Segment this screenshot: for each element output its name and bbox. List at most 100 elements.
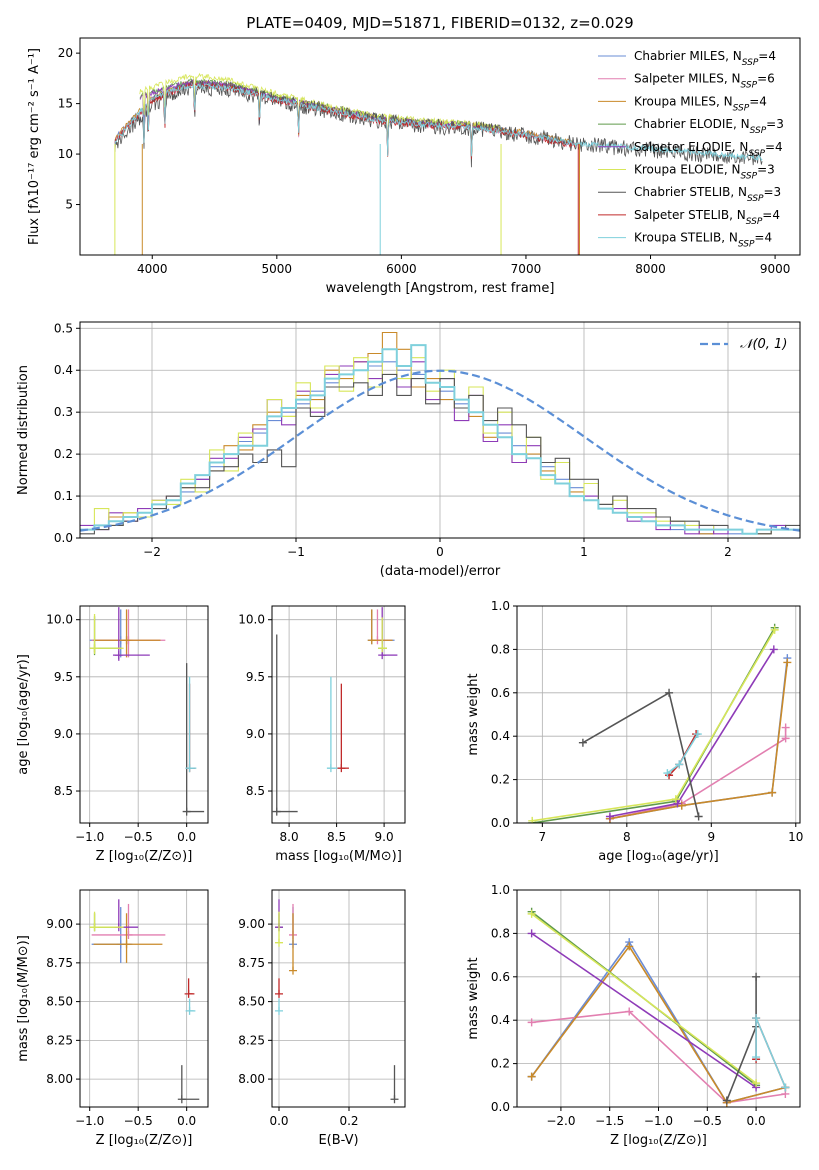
- y-tick-label: 8.25: [238, 1033, 265, 1047]
- y-tick-label: 1.0: [491, 599, 510, 613]
- y-tick-label: 0.0: [54, 531, 73, 545]
- y-tick-label: 9.00: [238, 917, 265, 931]
- x-axis-label: E(B-V): [318, 1133, 358, 1148]
- weight-marker: [578, 738, 587, 747]
- x-tick-label: 7: [539, 830, 547, 844]
- weight-marker: [605, 812, 614, 821]
- legend-label: Kroupa STELIB, NSSP=4: [634, 231, 772, 250]
- weight-marker: [781, 1083, 790, 1092]
- x-tick-label: 0.0: [177, 1114, 196, 1128]
- y-tick-label: 9.0: [54, 727, 73, 741]
- x-axis-label: age [log₁₀(age/yr)]: [598, 849, 719, 864]
- y-tick-label: 10.0: [46, 613, 73, 627]
- y-tick-label: 20: [58, 46, 73, 60]
- y-tick-label: 8.5: [54, 784, 73, 798]
- weight-marker: [663, 769, 672, 778]
- x-tick-label: −1: [287, 545, 305, 559]
- x-tick-label: −1.0: [75, 830, 104, 844]
- y-tick-label: 8.25: [46, 1033, 73, 1047]
- point-chabrier-stelib: [182, 663, 205, 816]
- weight-polyline: [609, 727, 787, 820]
- y-axis-label: mass weight: [466, 957, 481, 1039]
- weight-polyline: [531, 1010, 786, 1104]
- point-marker: [124, 930, 133, 939]
- legend-label: Salpeter MILES, NSSP=6: [634, 72, 775, 91]
- legend-label-gaussian: 𝒩(0, 1): [740, 337, 787, 352]
- y-axis-label: age [log₁₀(age/yr)]: [16, 654, 31, 775]
- weight-line-salpeter-elodie: [605, 645, 778, 821]
- y-tick-label: 15: [58, 97, 73, 111]
- y-axis-label: Normed distribution: [16, 365, 31, 495]
- weight-marker: [527, 929, 536, 938]
- y-tick-label: 0.2: [54, 447, 73, 461]
- weight-polyline: [609, 662, 789, 820]
- point-kroupa-stelib: [275, 998, 283, 1015]
- point-marker: [275, 1006, 283, 1015]
- legend: Chabrier MILES, NSSP=4 Salpeter MILES, NS…: [598, 49, 784, 250]
- x-tick-label: 0.2: [339, 1114, 358, 1128]
- y-axis-label: mass weight: [466, 673, 481, 755]
- x-tick-label: −0.5: [124, 830, 153, 844]
- x-tick-label: 9.0: [375, 830, 394, 844]
- point-chabrier-stelib: [390, 1065, 399, 1104]
- weight-marker: [752, 1079, 761, 1088]
- point-kroupa-miles: [93, 913, 163, 963]
- x-tick-label: 6000: [386, 262, 417, 276]
- y-tick-label: 0.0: [491, 1100, 510, 1114]
- weight-line-chabrier-stelib: [578, 688, 703, 821]
- weight-marker: [675, 760, 684, 769]
- point-salpeter-miles: [91, 903, 166, 939]
- histogram-chabrier-stelib: [80, 373, 800, 535]
- weight-marker: [528, 816, 537, 823]
- weight-marker: [768, 788, 777, 797]
- weight-line-kroupa-elodie: [528, 625, 779, 823]
- x-tick-label: 9: [707, 830, 715, 844]
- point-marker: [185, 1006, 194, 1015]
- legend-label: Chabrier STELIB, NSSP=3: [634, 185, 781, 204]
- y-tick-label: 9.00: [46, 917, 73, 931]
- plot-area: [89, 607, 205, 816]
- point-chabrier-stelib: [272, 634, 298, 816]
- y-tick-label: 0.4: [54, 363, 73, 377]
- y-tick-label: 0.5: [54, 321, 73, 335]
- point-marker: [177, 1095, 186, 1104]
- y-tick-label: 8.75: [46, 956, 73, 970]
- panel-mass-Z: −1.0 −0.5 0.0 8.00 8.25 8.50 8.75 9.00 Z [log₁₀(…: [16, 889, 209, 1148]
- panel-residuals: −2 −1 0 1 2 0.0 0.1 0.2 0.3 0.4 0.5 (data-model)/er…: [16, 321, 801, 579]
- point-chabrier-stelib: [177, 1065, 200, 1104]
- weight-marker: [783, 658, 792, 667]
- point-kroupa-elodie: [89, 613, 124, 654]
- y-tick-label: 8.00: [238, 1072, 265, 1086]
- weight-marker: [527, 1072, 536, 1081]
- plot-area: [272, 607, 398, 816]
- axes-frame: [271, 605, 406, 824]
- point-kroupa-miles: [93, 609, 161, 658]
- weight-marker: [677, 801, 686, 810]
- x-tick-label: −2.0: [546, 1114, 575, 1128]
- y-tick-label: 9.5: [54, 670, 73, 684]
- legend-label: Salpeter ELODIE, NSSP=4: [634, 140, 783, 159]
- plot-area: [527, 907, 790, 1107]
- weight-line-chabrier-miles: [605, 654, 792, 823]
- legend-label: Chabrier ELODIE, NSSP=3: [634, 117, 784, 136]
- point-marker: [182, 807, 191, 816]
- y-tick-label: 8.75: [238, 956, 265, 970]
- weight-marker: [625, 942, 634, 951]
- x-tick-label: 8000: [635, 262, 666, 276]
- point-kroupa-stelib: [185, 676, 197, 773]
- weight-marker: [781, 734, 790, 743]
- x-tick-label: 1: [580, 545, 588, 559]
- point-kroupa-elodie: [89, 911, 124, 932]
- axes-frame: [516, 889, 801, 1108]
- y-tick-label: 0.6: [491, 970, 510, 984]
- y-tick-label: 8.00: [46, 1072, 73, 1086]
- point-marker: [272, 807, 281, 816]
- y-tick-label: 9.0: [246, 727, 265, 741]
- point-marker: [275, 938, 283, 947]
- weight-line-kroupa-elodie: [527, 909, 761, 1088]
- weight-polyline: [532, 627, 776, 823]
- legend-label: Chabrier MILES, NSSP=4: [634, 49, 776, 68]
- y-tick-label: 0.3: [54, 405, 73, 419]
- x-tick-label: 7000: [511, 262, 542, 276]
- point-marker: [378, 644, 387, 653]
